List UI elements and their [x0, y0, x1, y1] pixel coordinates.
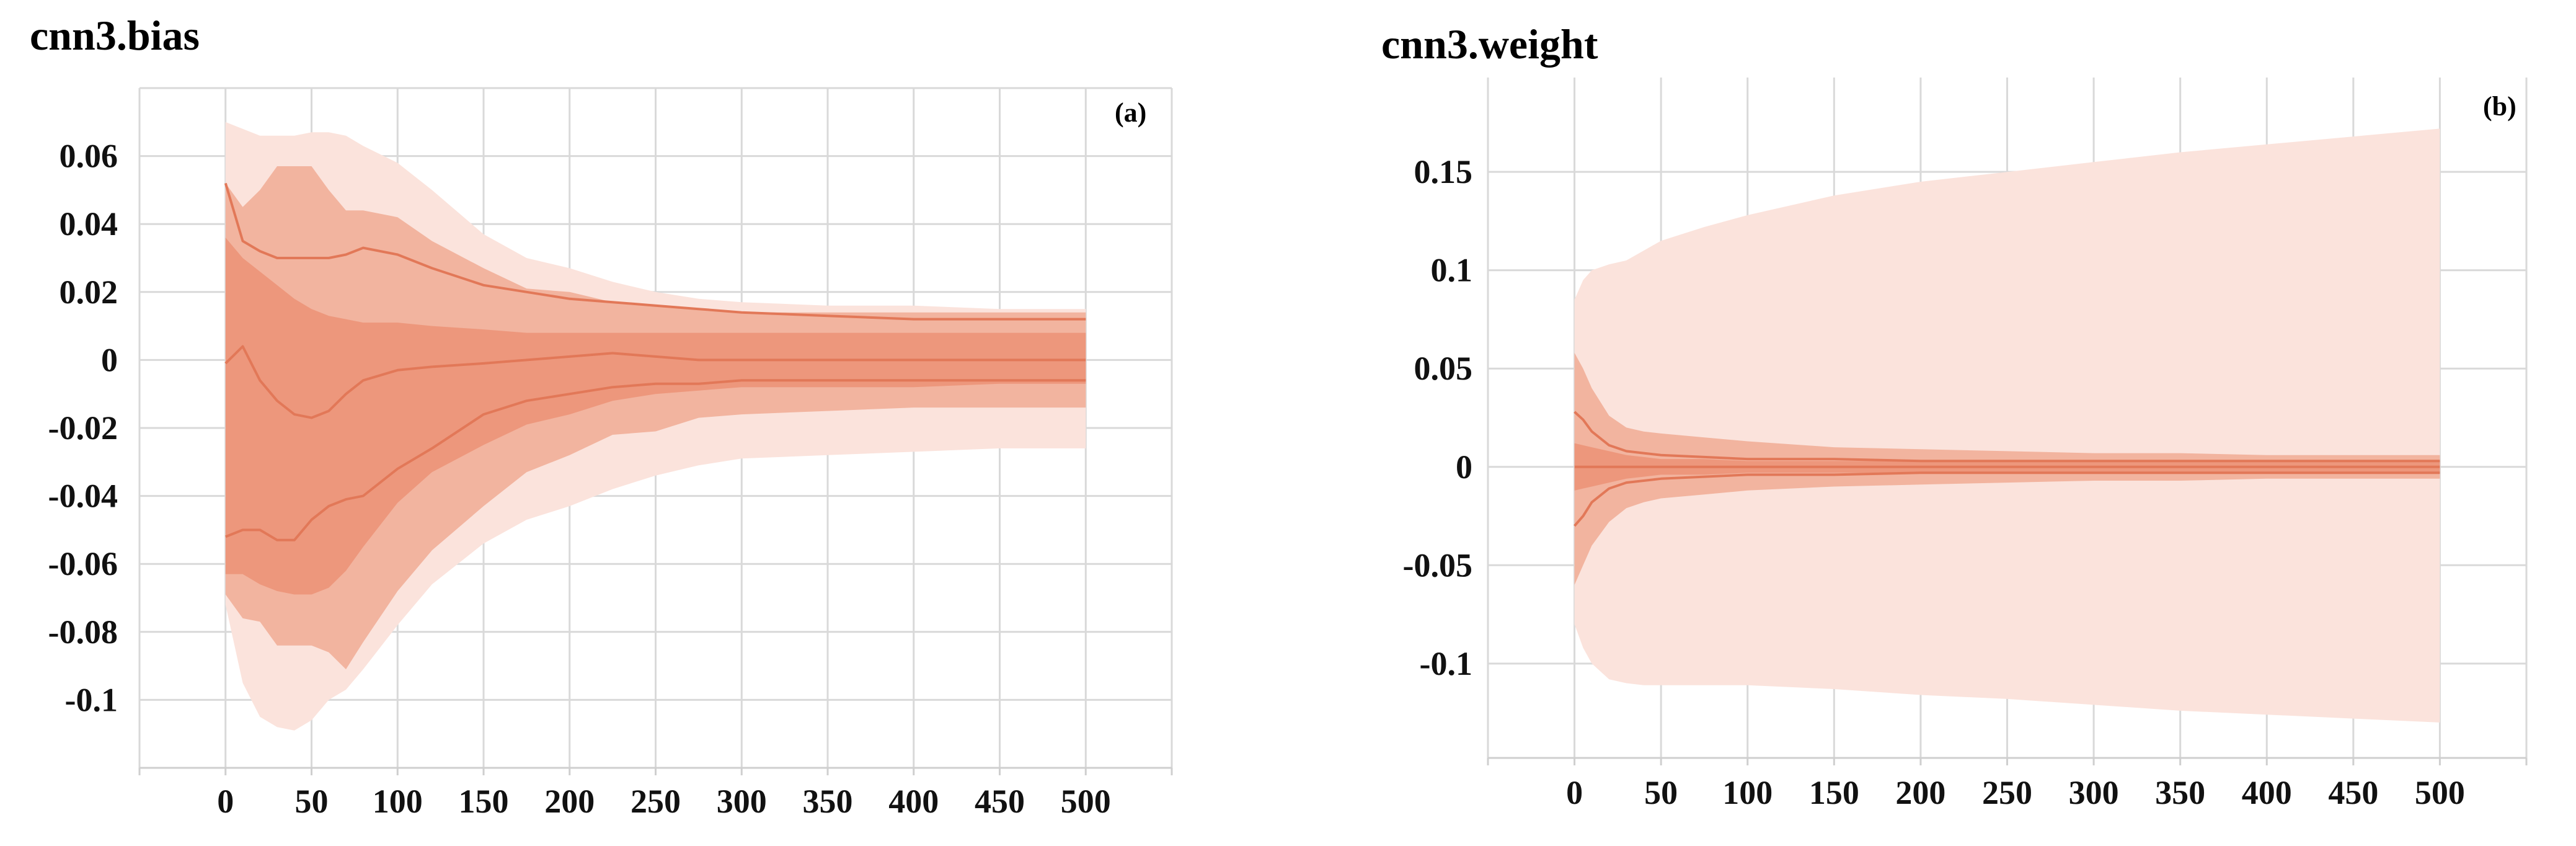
x-tick-label: 500 [1061, 783, 1111, 820]
chart-title-b: cnn3.weight [1381, 20, 1598, 68]
band-inner [225, 238, 1086, 595]
x-tick-labels-b: 0 50 100 150 200 250 300 350 400 450 500 [1566, 774, 2465, 811]
y-tick-label: 0 [101, 341, 118, 378]
y-tick-labels-b: -0.1 -0.05 0 0.05 0.1 0.15 [1403, 153, 1472, 682]
x-axis-a [138, 767, 1173, 775]
x-tick-label: 200 [544, 783, 595, 820]
y-tick-label: 0.1 [1431, 252, 1473, 289]
y-tick-label: -0.02 [48, 409, 118, 447]
series-line-median [224, 345, 1086, 419]
x-axis-b [1487, 757, 2528, 765]
y-tick-label: 0 [1456, 448, 1472, 486]
y-tick-label: -0.05 [1403, 546, 1472, 584]
y-tick-labels-a: -0.1 -0.08 -0.06 -0.04 -0.02 0 0.02 0.04 0.06 [48, 138, 118, 719]
y-tick-label: -0.08 [48, 613, 118, 651]
y-tick-label: -0.04 [48, 478, 118, 515]
y-tick-label: 0.04 [60, 205, 118, 243]
series-line-upper [1573, 411, 2440, 463]
x-tick-label: 400 [888, 783, 939, 820]
y-tick-label: -0.06 [48, 545, 118, 582]
x-tick-label: 200 [1895, 774, 1945, 811]
y-tick-label: 0.05 [1414, 350, 1473, 387]
series-line-lower [1573, 471, 2440, 527]
y-tick-label: -0.1 [65, 681, 118, 718]
chart-panel-a: cnn3.bias -0.1 -0.08 -0.06 -0.04 -0.02 0 0.02 0… [30, 12, 1173, 820]
x-tick-label: 300 [2069, 774, 2119, 811]
x-tick-label: 450 [975, 783, 1025, 820]
x-tick-label: 50 [1644, 774, 1678, 811]
y-tick-label: 0.06 [60, 138, 118, 175]
y-tick-label: 0.02 [60, 274, 118, 311]
x-tick-labels-a: 0 50 100 150 200 250 300 350 400 450 500 [217, 783, 1111, 820]
x-tick-label: 400 [2242, 774, 2292, 811]
x-tick-label: 0 [217, 783, 234, 820]
series-line-upper [224, 182, 1086, 321]
chart-panel-b: cnn3.weight -0.1 -0.05 0 0.05 0.1 0.15 0 50 100… [1381, 20, 2528, 811]
x-tick-label: 350 [2155, 774, 2205, 811]
y-tick-label: 0.15 [1414, 153, 1473, 190]
x-tick-label: 150 [459, 783, 509, 820]
percentile-lines-a [224, 182, 1086, 541]
series-line-lower [225, 379, 1086, 541]
x-tick-label: 350 [803, 783, 853, 820]
panel-label-a: (a) [1115, 97, 1146, 128]
x-tick-label: 250 [1982, 774, 2032, 811]
x-tick-label: 50 [295, 783, 329, 820]
x-tick-label: 450 [2328, 774, 2378, 811]
panel-label-b: (b) [2483, 91, 2516, 122]
x-tick-label: 150 [1809, 774, 1859, 811]
distribution-bands-b [1574, 128, 2440, 723]
x-tick-label: 250 [631, 783, 681, 820]
percentile-lines-b [1573, 411, 2440, 527]
y-tick-label: -0.1 [1420, 645, 1472, 682]
band-middle [225, 166, 1086, 670]
x-tick-label: 0 [1566, 774, 1583, 811]
distribution-bands-a [225, 122, 1086, 731]
chart-title-a: cnn3.bias [30, 12, 200, 59]
x-tick-label: 300 [717, 783, 767, 820]
x-tick-label: 500 [2415, 774, 2465, 811]
x-tick-label: 100 [1722, 774, 1773, 811]
band-outer [1574, 128, 2440, 723]
x-tick-label: 100 [373, 783, 423, 820]
